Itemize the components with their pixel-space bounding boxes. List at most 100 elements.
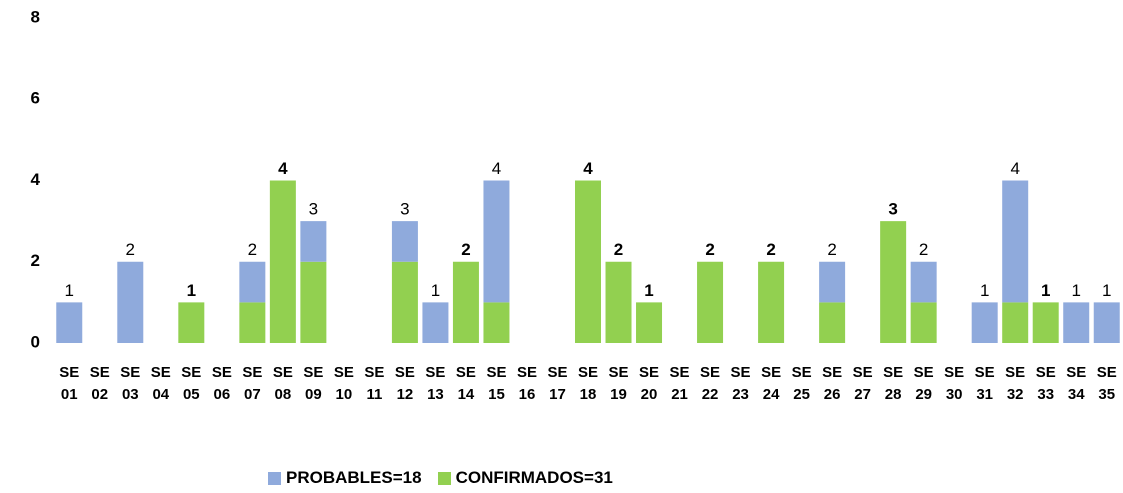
- data-label: 4: [278, 159, 288, 178]
- bar-segment: [1002, 180, 1029, 303]
- x-tick-label: SE 32: [1005, 364, 1026, 403]
- bar-segment: [1093, 302, 1120, 343]
- data-label: 2: [827, 240, 836, 259]
- x-tick-label: SE 34: [1066, 364, 1087, 403]
- data-label: 3: [309, 200, 318, 219]
- x-tick-label: SE 26: [822, 364, 843, 403]
- data-label: 2: [461, 240, 470, 259]
- data-label: 2: [126, 240, 135, 259]
- x-tick-label: SE 07: [242, 364, 263, 403]
- legend-swatch: [268, 471, 281, 485]
- y-tick-label: 0: [31, 332, 40, 351]
- x-tick-label: SE 13: [425, 364, 446, 403]
- bar-segment: [422, 302, 449, 343]
- x-tick-label: SE 01: [59, 364, 80, 403]
- x-tick-label: SE 30: [944, 364, 965, 403]
- data-label: 1: [65, 281, 74, 300]
- legend-item: PROBABLES=18: [268, 468, 422, 488]
- bar-segment: [819, 302, 846, 343]
- data-label: 1: [1102, 281, 1111, 300]
- bar-segment: [56, 302, 83, 343]
- x-tick-label: SE 08: [272, 364, 293, 403]
- data-label: 1: [1071, 281, 1080, 300]
- x-tick-label: SE 23: [730, 364, 751, 403]
- x-tick-label: SE 22: [700, 364, 721, 403]
- bar-segment: [697, 261, 724, 343]
- data-label: 4: [492, 159, 501, 178]
- x-tick-label: SE 11: [364, 364, 385, 403]
- x-tick-label: SE 06: [211, 364, 232, 403]
- y-tick-label: 6: [31, 89, 40, 108]
- data-label: 3: [400, 200, 409, 219]
- data-label: 1: [187, 281, 196, 300]
- x-tick-label: SE 02: [89, 364, 110, 403]
- x-tick-label: SE 25: [791, 364, 812, 403]
- x-tick-label: SE 18: [577, 364, 598, 403]
- data-label: 1: [1041, 281, 1050, 300]
- bar-segment: [117, 261, 144, 343]
- y-tick-label: 2: [31, 251, 40, 270]
- bar-segment: [1002, 302, 1029, 343]
- bar-segment: [910, 302, 937, 343]
- bar-segment: [910, 261, 937, 303]
- x-tick-label: SE 35: [1096, 364, 1117, 403]
- x-tick-label: SE 10: [333, 364, 354, 403]
- data-label: 2: [919, 240, 928, 259]
- x-tick-label: SE 20: [639, 364, 660, 403]
- bar-segment: [300, 221, 327, 262]
- legend-label: CONFIRMADOS=31: [455, 468, 613, 487]
- x-tick-label: SE 29: [913, 364, 934, 403]
- bar-segment: [300, 261, 327, 343]
- bar-segment: [575, 180, 601, 343]
- x-tick-label: SE 03: [120, 364, 141, 403]
- bar-segment: [269, 180, 296, 343]
- bar-segment: [239, 302, 266, 343]
- bar-segment: [819, 261, 846, 303]
- x-tick-label: SE 28: [883, 364, 904, 403]
- x-tick-label: SE 12: [394, 364, 415, 403]
- x-tick-label: SE 15: [486, 364, 507, 403]
- x-tick-label: SE 17: [547, 364, 568, 403]
- data-label: 4: [1010, 159, 1019, 178]
- bar-segment: [880, 221, 907, 343]
- bar-segment: [1032, 302, 1059, 343]
- data-label: 2: [248, 240, 257, 259]
- data-label: 3: [888, 200, 897, 219]
- x-tick-label: SE 31: [974, 364, 995, 403]
- x-tick-label: SE 27: [852, 364, 873, 403]
- x-tick-label: SE 04: [150, 364, 171, 403]
- data-label: 1: [431, 281, 440, 300]
- bar-segment: [636, 302, 663, 343]
- bar-segment: [391, 261, 418, 343]
- data-label: 1: [644, 281, 653, 300]
- bar-segment: [239, 261, 266, 303]
- bar-segment: [483, 180, 510, 303]
- bar-segment: [452, 261, 479, 343]
- bar-segment: [483, 302, 510, 343]
- data-label: 2: [766, 240, 775, 259]
- x-tick-label: SE 09: [303, 364, 324, 403]
- bar-segment: [605, 261, 632, 343]
- x-tick-label: SE 14: [455, 364, 476, 403]
- bar-segment: [758, 261, 785, 343]
- legend-item: CONFIRMADOS=31: [437, 468, 613, 488]
- y-tick-label: 8: [31, 7, 40, 26]
- x-tick-label: SE 33: [1035, 364, 1056, 403]
- x-tick-label: SE 24: [761, 364, 782, 403]
- bar-segment: [1063, 302, 1090, 343]
- bar-segment: [971, 302, 998, 343]
- x-tick-label: SE 05: [181, 364, 202, 403]
- data-label: 2: [705, 240, 714, 259]
- x-tick-label: SE 21: [669, 364, 690, 403]
- legend-label: PROBABLES=18: [286, 468, 422, 487]
- data-label: 4: [583, 159, 593, 178]
- legend-swatch: [437, 471, 451, 485]
- data-label: 2: [614, 240, 623, 259]
- data-label: 1: [980, 281, 989, 300]
- y-tick-label: 4: [31, 170, 41, 189]
- bar-segment: [391, 221, 418, 262]
- x-tick-label: SE 19: [608, 364, 629, 403]
- x-tick-label: SE 16: [516, 364, 537, 403]
